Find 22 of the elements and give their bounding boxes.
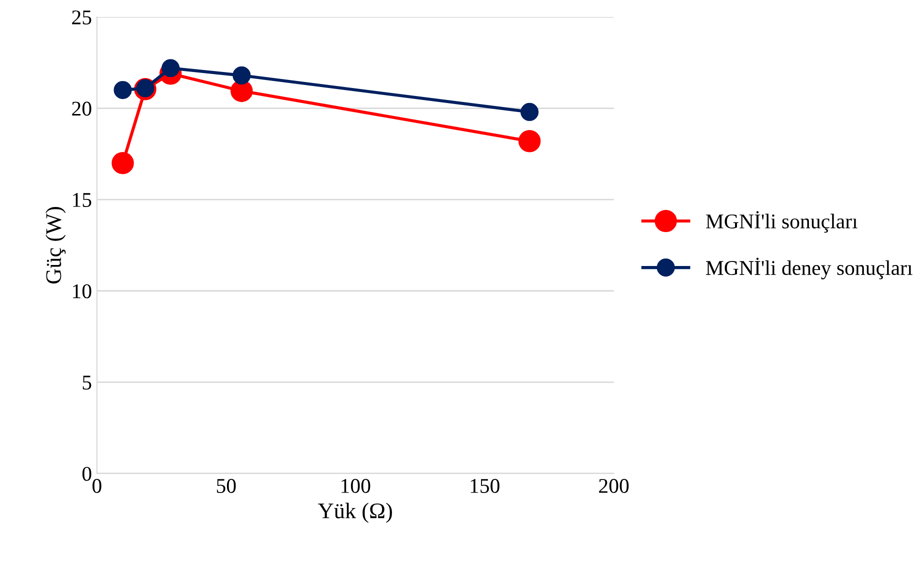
x-tick-label: 200 [599, 478, 629, 493]
y-tick-label: 20 [72, 102, 92, 116]
x-axis-title: Yük (Ω) [318, 502, 392, 523]
x-tick-label: 50 [216, 478, 236, 493]
legend-label: MGNİ'li deney sonuçları [706, 258, 912, 280]
y-tick-label: 5 [82, 376, 92, 390]
point [230, 80, 253, 102]
point [112, 152, 134, 174]
y-axis-title: Güç (W) [46, 207, 66, 284]
x-tick-label: 0 [92, 478, 102, 493]
point [232, 66, 251, 84]
point [520, 102, 539, 121]
point [518, 130, 541, 152]
point [162, 59, 180, 78]
x-tick-label: 100 [342, 478, 370, 493]
y-tick-label: 10 [73, 284, 92, 298]
y-tick-label: 15 [73, 193, 92, 208]
y-tick-label: 25 [72, 10, 92, 24]
y-tick-label: 0 [82, 466, 92, 481]
legend-label: MGNİ'li sonuçları [706, 211, 858, 233]
point [114, 81, 132, 100]
x-tick-label: 150 [470, 478, 500, 493]
